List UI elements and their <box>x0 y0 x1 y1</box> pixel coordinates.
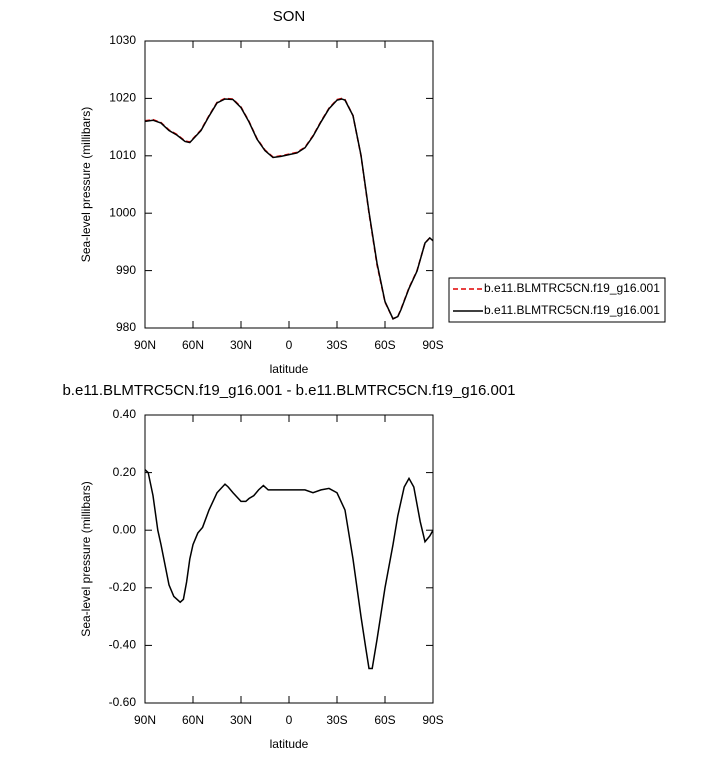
y-tick-label: 1020 <box>109 91 136 105</box>
y-tick-label: 1010 <box>109 148 136 162</box>
data-line <box>144 98 434 320</box>
y-axis-label: Sea-level pressure (millibars) <box>79 481 93 636</box>
x-tick-label: 60N <box>182 338 204 352</box>
y-tick-label: 0.40 <box>113 407 137 421</box>
chart-title: SON <box>273 8 306 25</box>
x-axis-label: latitude <box>270 362 309 376</box>
x-tick-label: 90N <box>134 713 156 727</box>
x-tick-label: 90N <box>134 338 156 352</box>
y-tick-label: -0.20 <box>109 580 137 594</box>
y-tick-label: 980 <box>116 320 136 334</box>
x-axis-label: latitude <box>270 737 309 751</box>
x-tick-label: 0 <box>286 713 293 727</box>
plot-frame <box>144 40 434 329</box>
y-tick-label: 990 <box>116 263 136 277</box>
x-tick-label: 30S <box>326 338 347 352</box>
y-tick-label: 0.00 <box>113 522 137 536</box>
x-tick-label: 30N <box>230 713 252 727</box>
y-tick-label: -0.60 <box>109 695 137 709</box>
x-tick-label: 60N <box>182 713 204 727</box>
x-tick-label: 60S <box>374 338 395 352</box>
chart-title: b.e11.BLMTRC5CN.f19_g16.001 - b.e11.BLMT… <box>62 382 515 399</box>
x-tick-label: 30N <box>230 338 252 352</box>
x-tick-label: 90S <box>422 713 443 727</box>
y-tick-label: 1000 <box>109 205 136 219</box>
legend-box <box>448 277 666 323</box>
data-line <box>144 469 434 670</box>
legend-label: b.e11.BLMTRC5CN.f19_g16.001 <box>484 303 660 317</box>
y-tick-label: 1030 <box>109 33 136 47</box>
legend-label: b.e11.BLMTRC5CN.f19_g16.001 <box>484 281 660 295</box>
plot-frame <box>144 414 434 704</box>
x-tick-label: 30S <box>326 713 347 727</box>
data-line <box>144 97 434 320</box>
x-tick-label: 0 <box>286 338 293 352</box>
y-axis-label: Sea-level pressure (millibars) <box>79 107 93 262</box>
y-tick-label: 0.20 <box>113 465 137 479</box>
y-tick-label: -0.40 <box>109 638 137 652</box>
x-tick-label: 90S <box>422 338 443 352</box>
x-tick-label: 60S <box>374 713 395 727</box>
